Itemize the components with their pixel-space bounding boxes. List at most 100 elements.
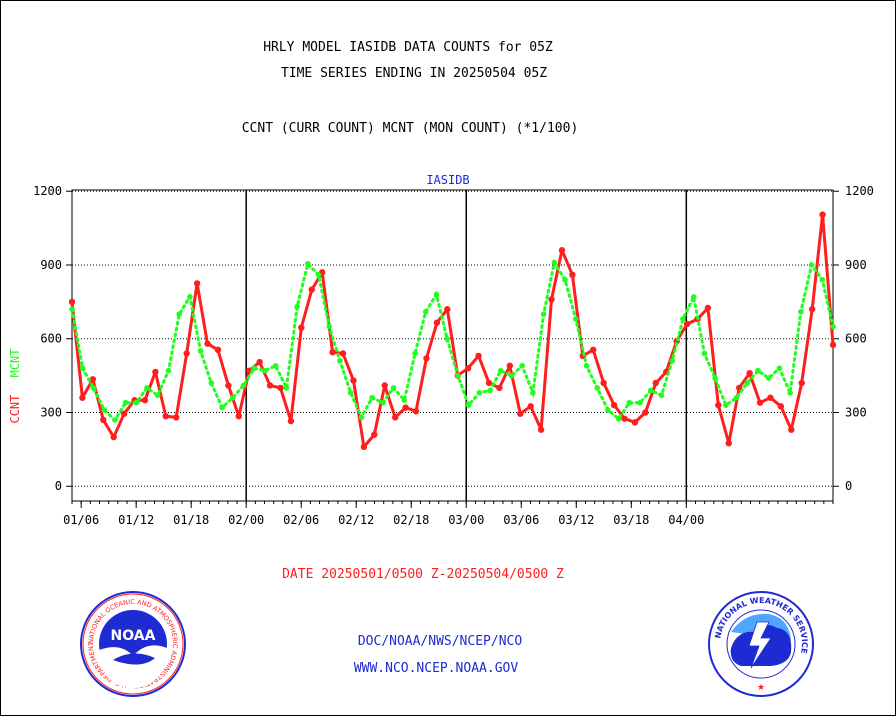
data-point-mcnt bbox=[572, 316, 579, 322]
data-point-ccnt bbox=[704, 304, 712, 312]
data-point-mcnt bbox=[487, 387, 493, 394]
data-point-ccnt bbox=[558, 247, 566, 254]
data-point-ccnt bbox=[100, 416, 107, 424]
data-point-mcnt bbox=[283, 385, 290, 391]
website: WWW.NCO.NCEP.NOAA.GOV bbox=[354, 661, 519, 676]
data-point-ccnt bbox=[308, 286, 315, 293]
data-point-mcnt bbox=[187, 294, 193, 300]
x-tick-label: 02/18 bbox=[393, 513, 429, 527]
data-point-ccnt bbox=[339, 350, 347, 357]
chart-title-line2: TIME SERIES ENDING IN 20250504 05Z bbox=[281, 66, 547, 81]
data-point-ccnt bbox=[68, 298, 76, 306]
data-point-ccnt bbox=[829, 341, 837, 349]
x-tick-label: 01/12 bbox=[118, 513, 154, 527]
data-point-ccnt bbox=[423, 355, 430, 362]
data-point-ccnt bbox=[350, 377, 357, 384]
data-point-mcnt bbox=[626, 399, 633, 406]
data-point-mcnt bbox=[647, 387, 654, 394]
data-point-ccnt bbox=[412, 408, 420, 415]
data-point-mcnt bbox=[79, 365, 86, 372]
data-point-ccnt bbox=[110, 433, 117, 441]
x-tick-label: 01/18 bbox=[173, 513, 209, 527]
data-point-mcnt bbox=[101, 407, 107, 413]
x-tick-label: 01/06 bbox=[63, 513, 99, 527]
data-point-mcnt bbox=[605, 407, 611, 413]
ylabel-mcnt: MCNT bbox=[8, 348, 22, 377]
data-point-ccnt bbox=[464, 365, 472, 372]
data-point-ccnt bbox=[79, 394, 86, 401]
data-point-mcnt bbox=[315, 272, 322, 278]
x-tick-label: 02/06 bbox=[283, 513, 319, 527]
date-range: DATE 20250501/0500 Z-20250504/0500 Z bbox=[282, 567, 564, 582]
data-point-ccnt bbox=[777, 403, 785, 410]
data-point-mcnt bbox=[519, 362, 525, 369]
data-point-ccnt bbox=[256, 358, 263, 366]
data-point-mcnt bbox=[712, 375, 718, 381]
data-point-mcnt bbox=[723, 402, 729, 408]
data-point-ccnt bbox=[141, 397, 149, 404]
data-point-ccnt bbox=[235, 412, 242, 420]
data-point-ccnt bbox=[798, 379, 805, 387]
data-point-ccnt bbox=[683, 320, 691, 328]
data-point-ccnt bbox=[433, 319, 441, 326]
data-point-mcnt bbox=[294, 303, 300, 310]
data-point-ccnt bbox=[610, 401, 618, 409]
data-point-mcnt bbox=[219, 404, 225, 411]
data-point-mcnt bbox=[272, 362, 279, 369]
y-tick-label-right: 600 bbox=[845, 332, 867, 346]
data-point-mcnt bbox=[787, 390, 793, 396]
data-point-ccnt bbox=[475, 352, 482, 360]
data-point-mcnt bbox=[165, 367, 172, 374]
data-point-mcnt bbox=[733, 394, 740, 401]
y-tick-label-left: 900 bbox=[40, 258, 62, 272]
series-ccnt bbox=[68, 211, 837, 451]
data-point-mcnt bbox=[305, 260, 311, 267]
data-point-mcnt bbox=[562, 276, 568, 283]
data-point-mcnt bbox=[583, 362, 590, 369]
data-point-ccnt bbox=[517, 410, 524, 417]
x-tick-label: 03/18 bbox=[613, 513, 649, 527]
data-point-mcnt bbox=[615, 415, 622, 422]
noaa-logo: NATIONAL OCEANIC AND ATMOSPHERIC ADMINIS… bbox=[80, 591, 186, 697]
data-point-ccnt bbox=[631, 419, 639, 426]
data-point-ccnt bbox=[152, 368, 159, 376]
data-point-ccnt bbox=[548, 296, 555, 303]
data-point-mcnt bbox=[422, 308, 429, 315]
x-tick-label: 02/12 bbox=[338, 513, 374, 527]
data-point-ccnt bbox=[808, 306, 816, 313]
data-point-mcnt bbox=[819, 276, 826, 283]
x-tick-label: 03/12 bbox=[558, 513, 594, 527]
data-point-ccnt bbox=[214, 346, 222, 354]
data-point-ccnt bbox=[162, 412, 170, 420]
data-point-mcnt bbox=[154, 392, 161, 399]
data-point-ccnt bbox=[193, 280, 201, 287]
data-point-mcnt bbox=[380, 399, 386, 406]
data-point-mcnt bbox=[444, 335, 450, 342]
data-point-ccnt bbox=[621, 415, 628, 422]
data-point-mcnt bbox=[433, 291, 440, 298]
data-point-mcnt bbox=[808, 262, 815, 268]
data-point-mcnt bbox=[337, 358, 343, 364]
data-point-ccnt bbox=[756, 399, 764, 406]
data-point-mcnt bbox=[358, 414, 365, 421]
data-point-ccnt bbox=[287, 417, 295, 425]
y-tick-label-right: 1200 bbox=[845, 184, 874, 198]
data-point-mcnt bbox=[594, 385, 600, 391]
data-point-mcnt bbox=[669, 358, 676, 364]
data-point-ccnt bbox=[652, 379, 659, 387]
data-point-mcnt bbox=[680, 316, 686, 322]
data-point-mcnt bbox=[497, 367, 504, 374]
data-point-mcnt bbox=[412, 350, 418, 357]
chart-subtitle: CCNT (CURR COUNT) MCNT (MON COUNT) (*1/1… bbox=[242, 121, 579, 136]
x-axis-ticks: 01/06 01/12 01/18 02/00 02/06 02/12 02/18 03/00… bbox=[63, 501, 834, 527]
panel-label: IASIDB bbox=[426, 173, 469, 187]
y-tick-label-left: 300 bbox=[40, 405, 62, 419]
x-tick-label: 03/06 bbox=[503, 513, 539, 527]
data-point-mcnt bbox=[701, 350, 708, 357]
data-point-mcnt bbox=[229, 394, 236, 401]
data-point-mcnt bbox=[197, 348, 204, 354]
data-point-ccnt bbox=[527, 403, 534, 410]
data-point-ccnt bbox=[277, 384, 284, 392]
data-point-ccnt bbox=[120, 410, 128, 417]
data-point-mcnt bbox=[133, 399, 140, 406]
